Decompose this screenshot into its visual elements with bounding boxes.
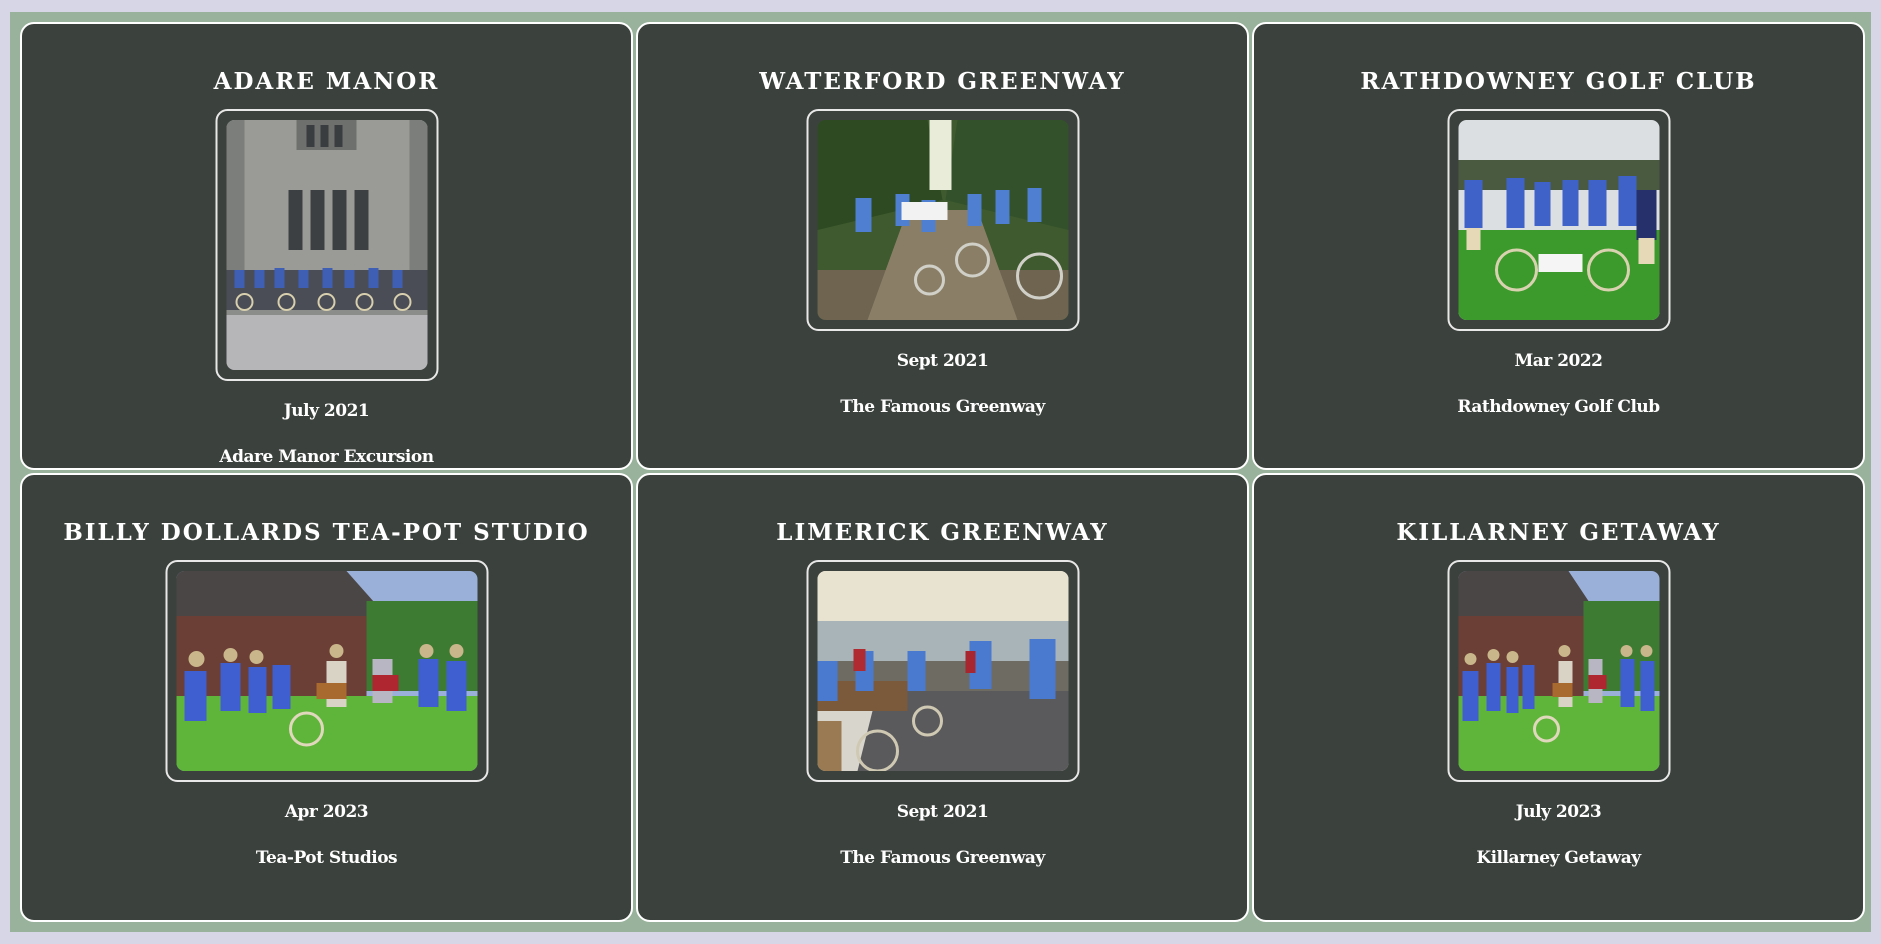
photo-frame [806, 560, 1079, 782]
event-photo[interactable] [1458, 571, 1659, 771]
photo-frame [1447, 560, 1670, 782]
gallery-card-killarney-getaway[interactable]: KILLARNEY GETAWAY [1252, 473, 1865, 922]
event-caption: The Famous Greenway [840, 848, 1045, 868]
event-caption: Rathdowney Golf Club [1457, 397, 1660, 417]
photo-frame [806, 109, 1079, 331]
gallery-card-adare-manor[interactable]: ADARE MANOR [20, 22, 633, 470]
event-photo[interactable] [817, 571, 1068, 771]
event-date: Apr 2023 [284, 802, 369, 822]
photo-frame [215, 109, 438, 381]
gallery-card-waterford-greenway[interactable]: WATERFORD GREENWAY [636, 22, 1249, 470]
event-caption: The Famous Greenway [840, 397, 1045, 417]
card-title: LIMERICK GREENWAY [776, 519, 1109, 546]
event-date: July 2023 [1515, 802, 1602, 822]
card-title: KILLARNEY GETAWAY [1396, 519, 1721, 546]
card-title: RATHDOWNEY GOLF CLUB [1360, 68, 1757, 95]
gallery-card-limerick-greenway[interactable]: LIMERICK GREENWAY [636, 473, 1249, 922]
event-caption: Tea-Pot Studios [255, 848, 398, 868]
event-photo[interactable] [817, 120, 1068, 320]
event-photo[interactable] [176, 571, 477, 771]
event-date: Sept 2021 [896, 351, 989, 371]
card-title: BILLY DOLLARDS TEA-POT STUDIO [63, 519, 590, 546]
gallery-card-billy-dollards[interactable]: BILLY DOLLARDS TEA-POT STUDIO [20, 473, 633, 922]
event-caption: Killarney Getaway [1476, 848, 1641, 868]
gallery-card-rathdowney-golf-club[interactable]: RATHDOWNEY GOLF CLUB [1252, 22, 1865, 470]
photo-frame [165, 560, 488, 782]
event-photo[interactable] [1458, 120, 1659, 320]
event-date: Sept 2021 [896, 802, 989, 822]
card-title: WATERFORD GREENWAY [759, 68, 1126, 95]
card-title: ADARE MANOR [213, 68, 440, 95]
event-date: July 2021 [283, 401, 370, 421]
event-date: Mar 2022 [1514, 351, 1603, 371]
event-caption: Adare Manor Excursion [219, 447, 434, 467]
event-photo[interactable] [226, 120, 427, 370]
photo-frame [1447, 109, 1670, 331]
gallery-grid: ADARE MANOR [10, 12, 1871, 932]
